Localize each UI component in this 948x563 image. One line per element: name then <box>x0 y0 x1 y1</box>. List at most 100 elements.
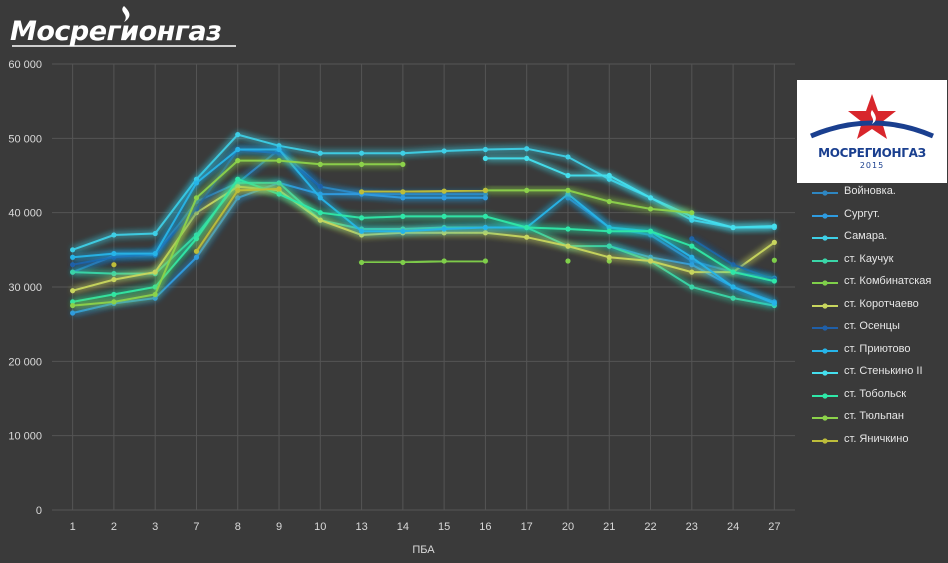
legend-swatch <box>812 257 838 264</box>
data-point <box>70 299 76 305</box>
data-point <box>400 189 406 195</box>
x-axis-label: ПБА <box>412 544 435 556</box>
data-point <box>358 150 365 156</box>
data-point <box>400 259 406 266</box>
legend-label: ст. Осенцы <box>844 320 900 332</box>
data-point <box>689 284 695 290</box>
data-point <box>358 215 365 221</box>
data-point <box>482 224 489 231</box>
series-12 <box>111 186 489 268</box>
data-point <box>235 146 241 153</box>
data-point <box>276 143 282 149</box>
data-point <box>565 187 571 193</box>
x-tick-label: 16 <box>479 521 491 533</box>
data-point <box>689 269 695 275</box>
data-point <box>276 186 282 192</box>
data-point <box>565 191 571 197</box>
legend-item: ст. Каучук <box>810 252 948 275</box>
legend-item: Войновка. <box>810 184 948 207</box>
legend-label: ст. Каучук <box>844 252 894 265</box>
data-point <box>70 262 76 268</box>
data-point <box>482 195 489 201</box>
data-point <box>482 213 489 219</box>
data-point <box>317 195 323 201</box>
data-point <box>441 213 447 219</box>
data-point <box>524 146 530 152</box>
x-tick-label: 23 <box>686 521 698 533</box>
data-point <box>70 254 76 260</box>
series-5 <box>358 257 777 266</box>
series-layer <box>70 132 777 316</box>
data-point <box>647 206 654 212</box>
brand-logo-text: Мосрегионгаз <box>10 16 222 47</box>
data-point <box>730 224 736 231</box>
x-tick-label: 2 <box>111 521 117 533</box>
legend-swatch <box>812 190 838 196</box>
data-point <box>358 161 365 167</box>
data-point <box>524 224 530 231</box>
data-point <box>358 189 365 195</box>
legend-label: ст. Стенькино II <box>844 365 923 377</box>
legend-label: ст. Коротчаево <box>844 297 919 310</box>
legend-item: Самара. <box>810 229 948 252</box>
data-point <box>70 310 76 316</box>
data-point <box>689 243 695 249</box>
data-point <box>400 195 406 201</box>
legend-swatch <box>812 235 838 241</box>
data-point <box>689 254 695 260</box>
data-point <box>193 176 200 182</box>
series-7 <box>70 146 777 283</box>
series-10 <box>70 176 777 305</box>
series-line <box>361 260 486 264</box>
legend-item: ст. Яничкино <box>810 432 948 455</box>
legend-label: ст. Комбинатская <box>844 275 932 287</box>
data-point <box>152 295 158 301</box>
data-point <box>482 155 489 162</box>
legend-swatch <box>812 392 838 399</box>
data-point <box>771 278 777 284</box>
legend-swatch <box>812 280 838 286</box>
data-point <box>111 254 117 260</box>
x-tick-label: 3 <box>152 521 158 533</box>
data-point <box>400 161 406 167</box>
data-point <box>70 269 76 275</box>
legend-swatch <box>812 325 838 331</box>
data-point <box>152 269 158 275</box>
series-line <box>361 189 486 193</box>
data-point <box>193 180 200 186</box>
data-point <box>235 184 241 190</box>
brand-logo-box: МОСРЕГИОНГАЗ 2015 <box>797 80 947 183</box>
legend-item: ст. Стенькино II <box>810 364 948 387</box>
data-point <box>565 226 571 232</box>
data-point <box>358 228 365 234</box>
data-point <box>482 187 489 193</box>
data-point <box>482 258 489 264</box>
data-point <box>317 161 323 167</box>
brand-logo-top: Мосрегионгаз <box>4 2 240 52</box>
x-tick-label: 15 <box>438 521 450 533</box>
data-point <box>565 195 571 201</box>
data-point <box>193 236 200 242</box>
legend-swatch <box>812 347 838 354</box>
data-point <box>730 262 736 268</box>
legend-label: ст. Тюльпан <box>844 410 904 422</box>
data-point <box>235 195 241 201</box>
y-tick-label: 30 000 <box>8 282 42 294</box>
data-point <box>441 230 447 236</box>
data-point <box>111 299 117 305</box>
chart-legend: Войновка. Сургут. Самара. ст. Каучук ст. Ком… <box>810 184 948 454</box>
brand-logo-year: 2015 <box>859 161 885 170</box>
legend-item: ст. Коротчаево <box>810 297 948 320</box>
data-point <box>152 250 158 257</box>
legend-swatch <box>812 212 838 219</box>
data-point <box>647 228 654 234</box>
y-tick-label: 50 000 <box>8 133 42 145</box>
x-tick-label: 20 <box>562 521 574 533</box>
data-point <box>152 291 158 298</box>
data-point <box>111 276 117 283</box>
data-point <box>771 223 777 229</box>
legend-label: Войновка. <box>844 185 896 197</box>
series-line <box>485 157 775 229</box>
legend-swatch <box>812 302 838 309</box>
data-point <box>317 184 323 190</box>
